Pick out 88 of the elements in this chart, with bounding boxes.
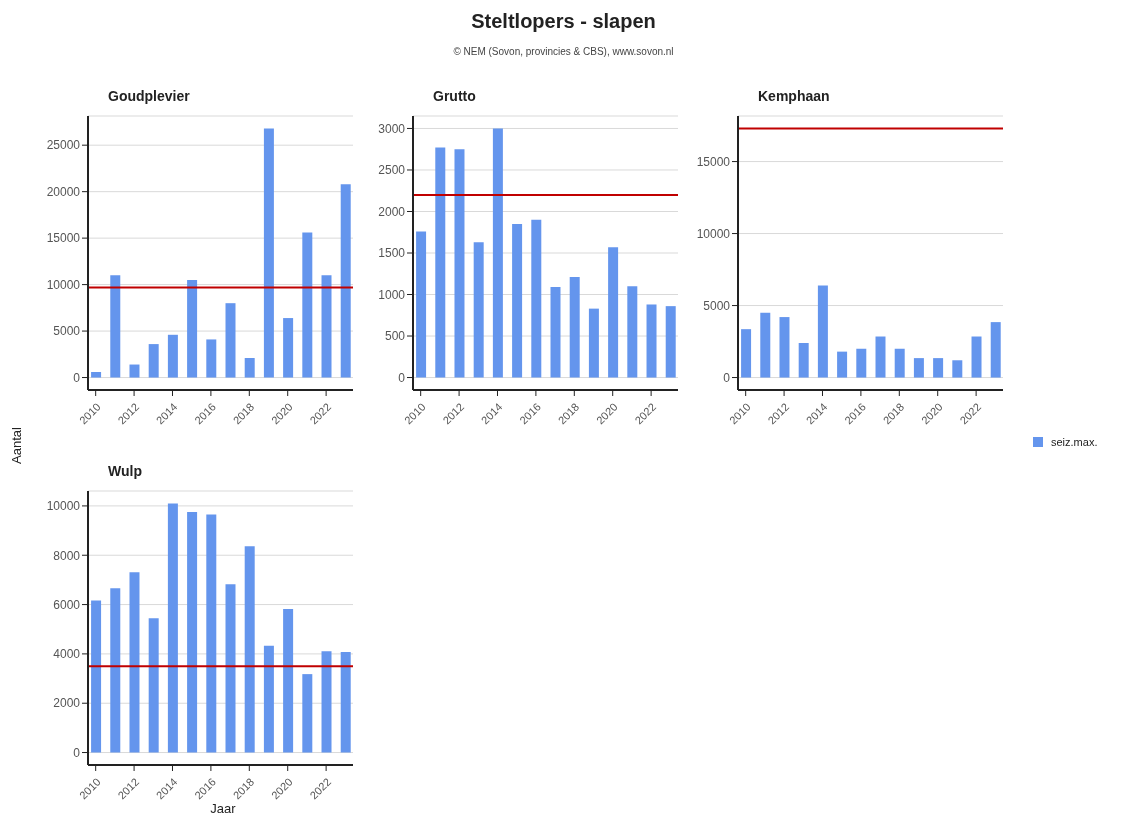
x-axis-title: Jaar xyxy=(209,801,237,816)
y-tick-label: 20000 xyxy=(46,184,81,199)
y-tick-label: 0 xyxy=(73,745,81,760)
y-tick-label: 4000 xyxy=(53,647,81,662)
y-tick-label: 10000 xyxy=(46,277,81,292)
bar xyxy=(665,306,676,378)
bar xyxy=(263,128,274,378)
y-tick-label: 8000 xyxy=(53,548,81,563)
bar xyxy=(435,147,446,378)
bar xyxy=(302,232,313,378)
y-tick-label: 1000 xyxy=(378,287,406,302)
bar xyxy=(416,231,427,378)
chart-title: Wulp xyxy=(108,463,142,479)
bar xyxy=(817,285,828,378)
y-tick-label: 2000 xyxy=(378,204,406,219)
bar xyxy=(646,304,657,378)
bar xyxy=(971,336,982,378)
bar xyxy=(512,223,523,378)
bar xyxy=(187,279,198,378)
y-tick-label: 25000 xyxy=(46,138,81,153)
bar xyxy=(340,184,351,378)
bar xyxy=(283,609,294,753)
y-tick-label: 15000 xyxy=(696,154,731,169)
bar xyxy=(454,149,465,378)
y-tick-label: 10000 xyxy=(696,226,731,241)
chart-title: Kemphaan xyxy=(758,88,830,104)
bar xyxy=(167,334,178,378)
bar xyxy=(206,339,217,378)
y-tick-label: 0 xyxy=(73,370,81,385)
y-tick-label: 10000 xyxy=(46,499,81,514)
bar xyxy=(263,645,274,753)
bar xyxy=(741,329,752,378)
bar xyxy=(798,342,809,378)
bar xyxy=(588,308,599,378)
bar xyxy=(913,358,924,378)
bar xyxy=(283,318,294,378)
y-tick-label: 5000 xyxy=(53,324,81,339)
legend-label: seiz.max. xyxy=(1051,436,1098,448)
bar xyxy=(110,588,121,753)
bar xyxy=(187,512,198,753)
bar xyxy=(148,618,159,753)
y-tick-label: 15000 xyxy=(46,231,81,246)
y-axis-title: Aantal xyxy=(8,426,24,466)
text: © NEM (Sovon, provincies & CBS), www.sovon.nl xyxy=(452,46,675,57)
bar xyxy=(206,514,217,753)
y-tick-label: 3000 xyxy=(378,121,406,136)
bar xyxy=(837,351,848,378)
bar xyxy=(91,371,102,378)
bar xyxy=(952,360,963,378)
bar xyxy=(473,242,484,378)
bar xyxy=(550,287,561,378)
bar xyxy=(91,600,102,753)
bar xyxy=(569,277,580,378)
bar xyxy=(990,322,1001,378)
y-tick-label: 6000 xyxy=(53,597,81,612)
y-tick-label: 5000 xyxy=(703,298,731,313)
bar xyxy=(608,247,619,378)
bar xyxy=(894,348,905,378)
bar xyxy=(321,651,332,753)
y-tick-label: 2000 xyxy=(53,696,81,711)
bar xyxy=(321,275,332,378)
bar xyxy=(779,317,790,378)
y-tick-label: 0 xyxy=(723,370,731,385)
bar xyxy=(760,312,771,378)
bar xyxy=(492,128,503,378)
bar xyxy=(856,348,867,378)
bar xyxy=(129,364,140,378)
y-tick-label: 2500 xyxy=(378,163,406,178)
bar xyxy=(110,275,121,378)
bar xyxy=(933,358,944,378)
y-tick-label: 500 xyxy=(384,329,406,344)
bar xyxy=(244,546,255,753)
chart-title: Goudplevier xyxy=(108,88,190,104)
bar xyxy=(148,344,159,378)
y-tick-label: 0 xyxy=(398,370,406,385)
bar xyxy=(875,336,886,378)
bar xyxy=(627,286,638,378)
bar xyxy=(302,674,313,753)
chart-title: Grutto xyxy=(433,88,476,104)
bar xyxy=(129,572,140,753)
bar xyxy=(340,651,351,753)
bar xyxy=(225,303,236,378)
y-tick-label: 1500 xyxy=(378,246,406,261)
bar xyxy=(167,503,178,753)
bar xyxy=(531,219,542,378)
text: Steltlopers - slapen xyxy=(470,10,657,33)
bar xyxy=(225,584,236,753)
bar xyxy=(244,358,255,378)
